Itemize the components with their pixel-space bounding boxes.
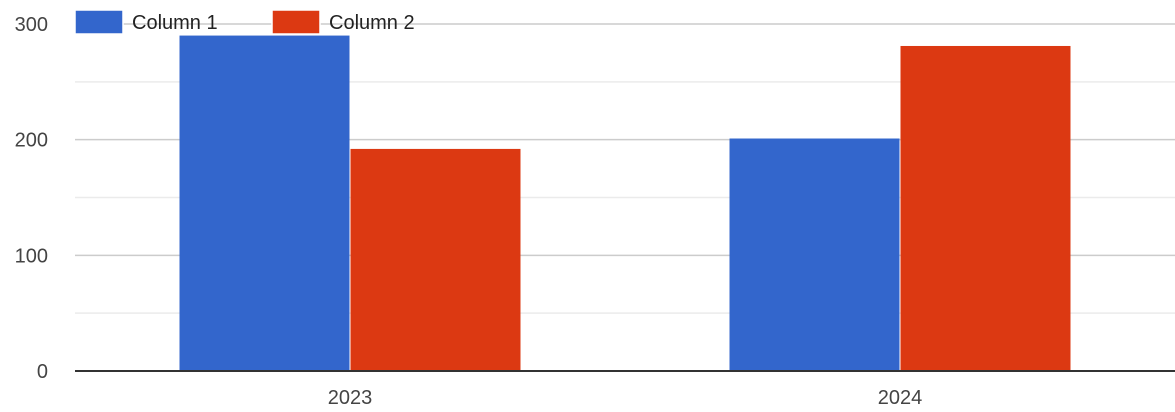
legend-label: Column 2 xyxy=(329,12,415,34)
y-tick-label: 0 xyxy=(37,361,48,383)
y-axis-ticks: 0 100 200 300 xyxy=(15,14,48,383)
y-tick-label: 100 xyxy=(15,245,48,267)
bar-2023-series-2 xyxy=(350,148,521,371)
bar-2024-series-2 xyxy=(900,45,1071,372)
bar-2023-series-1 xyxy=(179,35,350,372)
legend-label: Column 1 xyxy=(132,12,218,34)
legend-swatch xyxy=(271,9,321,35)
bar-2024-series-1 xyxy=(729,138,900,371)
y-tick-label: 200 xyxy=(15,130,48,152)
x-tick-label: 2024 xyxy=(878,387,923,409)
x-axis-ticks: 2023 2024 xyxy=(328,387,923,409)
x-tick-label: 2023 xyxy=(328,387,373,409)
bars xyxy=(179,35,1071,372)
legend-swatch xyxy=(74,9,124,35)
y-tick-label: 300 xyxy=(15,14,48,36)
legend: Column 1 Column 2 xyxy=(74,9,415,35)
